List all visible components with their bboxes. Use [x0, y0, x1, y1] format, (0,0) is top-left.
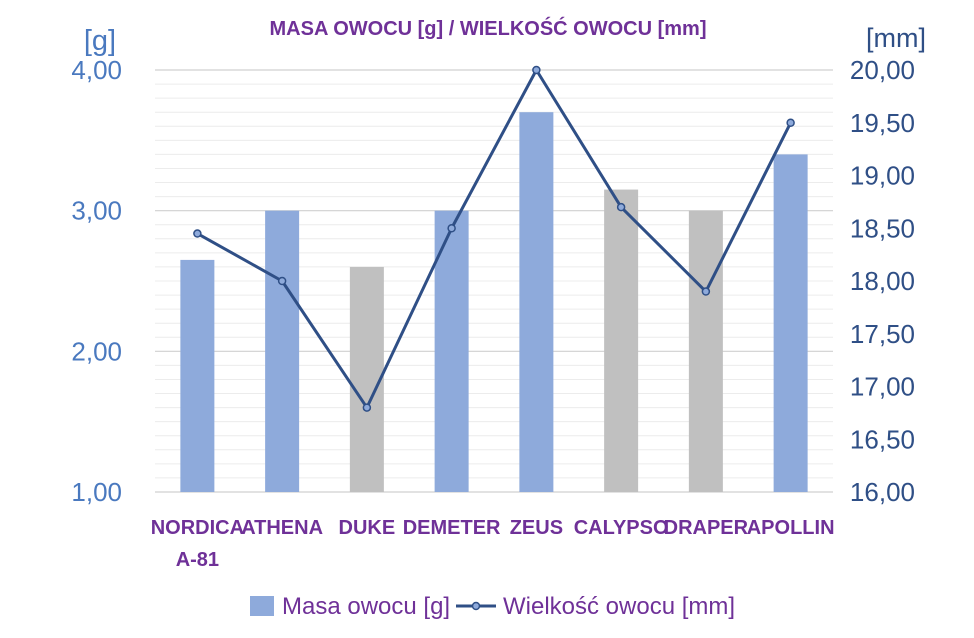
category-label: DEMETER — [403, 517, 501, 539]
left-tick-label: 3,00 — [71, 196, 122, 226]
right-tick-label: 18,00 — [850, 266, 915, 296]
bar — [434, 210, 469, 492]
bar — [180, 259, 215, 492]
bar-series — [180, 112, 808, 493]
bar — [604, 189, 639, 493]
legend-bar-label: Masa owocu [g] — [282, 593, 450, 620]
right-tick-label: 16,00 — [850, 477, 915, 507]
left-tick-label: 2,00 — [71, 336, 122, 366]
line-point — [532, 65, 541, 75]
bar — [265, 210, 300, 492]
left-axis-ticks: 1,00 2,00 3,00 4,00 — [71, 55, 122, 507]
line-series — [193, 65, 795, 412]
legend-bar-swatch — [250, 596, 274, 616]
right-axis-unit: [mm] — [866, 23, 926, 53]
category-label: DRAPER — [664, 517, 749, 539]
category-label: ZEUS — [510, 517, 563, 539]
line-point — [277, 276, 287, 286]
bar — [773, 154, 808, 492]
left-axis-unit: [g] — [84, 25, 116, 57]
line-point — [447, 224, 456, 233]
category-label: CALYPSO — [574, 517, 669, 539]
category-label: ATHENA — [241, 517, 323, 539]
left-tick-label: 1,00 — [71, 477, 122, 507]
category-label: DUKE — [339, 517, 396, 539]
line-point — [701, 287, 711, 296]
line-point — [786, 118, 795, 127]
line-point — [362, 403, 372, 412]
bar — [688, 210, 723, 492]
line-point — [193, 229, 202, 238]
series-line — [196, 68, 792, 410]
category-label: NORDICA — [151, 517, 244, 539]
bar — [519, 112, 554, 492]
chart-title: MASA OWOCU [g] / WIELKOŚĆ OWOCU [mm] — [270, 16, 707, 40]
legend-line-marker — [471, 601, 481, 611]
right-tick-label: 19,00 — [850, 161, 915, 191]
legend: Masa owocu [g] Wielkość owocu [mm] — [250, 593, 735, 620]
bar — [349, 266, 384, 492]
line-point — [616, 202, 626, 212]
right-tick-label: 17,00 — [850, 372, 915, 402]
right-tick-label: 18,50 — [850, 213, 915, 243]
category-labels: NORDICA A-81 ATHENA DUKE DEMETER ZEUS CALYPSOD… — [151, 517, 835, 571]
right-axis-ticks: 16,00 16,50 17,00 17,50 18,00 18,50 19,00 19,50… — [850, 55, 915, 507]
right-tick-label: 16,50 — [850, 424, 915, 454]
left-tick-label: 4,00 — [71, 55, 122, 85]
right-tick-label: 17,50 — [850, 319, 915, 349]
category-label: A-81 — [176, 549, 219, 571]
legend-line-label: Wielkość owocu [mm] — [503, 593, 735, 620]
category-label: APOLLIN — [747, 517, 835, 539]
right-tick-label: 19,50 — [850, 108, 915, 138]
right-tick-label: 20,00 — [850, 55, 915, 85]
